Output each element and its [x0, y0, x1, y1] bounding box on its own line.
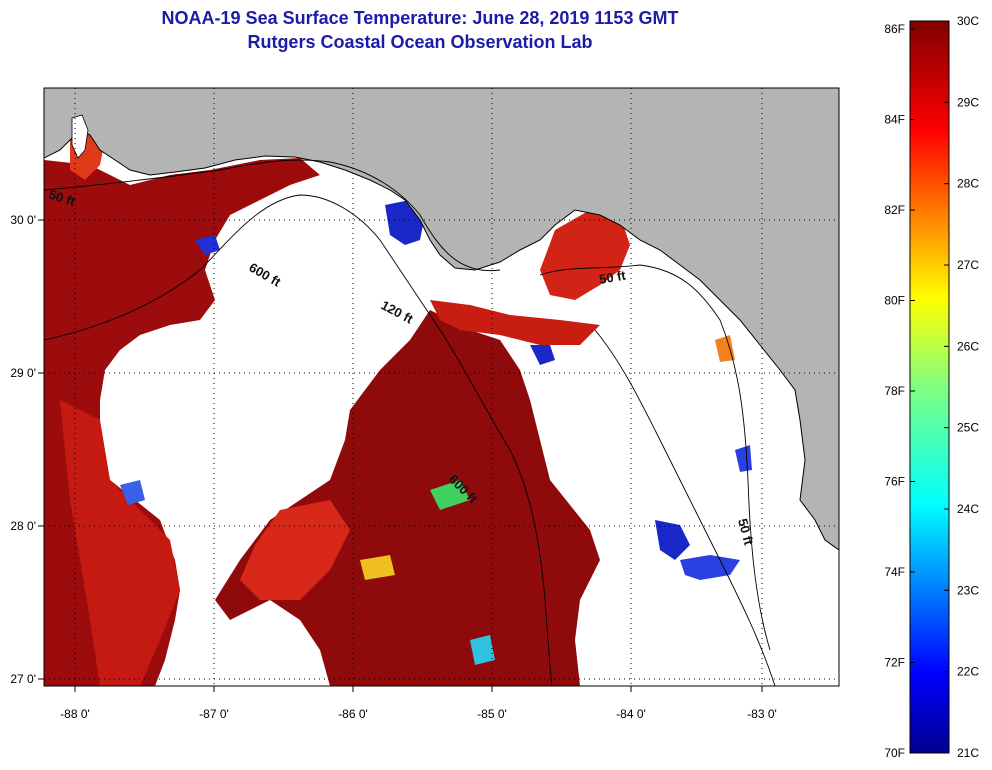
- land-mass: [44, 88, 839, 551]
- colorbar-label-c: 22C: [957, 665, 979, 679]
- lon-label-85: -85 0': [477, 707, 507, 721]
- colorbar-gradient: [909, 20, 950, 754]
- colorbar-label-f: 70F: [884, 746, 905, 760]
- lat-label-29: 29 0': [10, 366, 36, 380]
- colorbar-label-f: 80F: [884, 294, 905, 308]
- colorbar-label-f: 74F: [884, 565, 905, 579]
- lon-label-86: -86 0': [338, 707, 368, 721]
- colorbar-label-f: 78F: [884, 384, 905, 398]
- lat-label-28: 28 0': [10, 519, 36, 533]
- lon-label-84: -84 0': [616, 707, 646, 721]
- lat-label-27: 27 0': [10, 672, 36, 686]
- colorbar-label-c: 24C: [957, 502, 979, 516]
- colorbar-label-c: 26C: [957, 339, 979, 353]
- colorbar-label-f: 82F: [884, 203, 905, 217]
- colorbar-ticks: 86F 84F 82F 80F 78F 76F 74F 72F 70F 30C 29C 28C 27C 2…: [884, 14, 979, 760]
- contour-50ft-east: [539, 264, 771, 651]
- colorbar-label-c: 30C: [957, 14, 979, 28]
- lon-label-87: -87 0': [199, 707, 229, 721]
- lon-label-83: -83 0': [747, 707, 777, 721]
- sst-warm-regions: [44, 120, 630, 686]
- map-frame: [43, 87, 840, 687]
- colorbar-label-f: 86F: [884, 22, 905, 36]
- colorbar-label-c: 28C: [957, 177, 979, 191]
- sst-south-region: [215, 310, 600, 686]
- contour-50ft-west: [44, 159, 501, 272]
- sst-west-band: [60, 400, 180, 686]
- colorbar-label-c: 25C: [957, 421, 979, 435]
- contour-600ft-west: [44, 194, 553, 686]
- colorbar-label-c: 23C: [957, 583, 979, 597]
- colorbar-label-c: 27C: [957, 258, 979, 272]
- colorbar-label-f: 72F: [884, 656, 905, 670]
- colorbar-label-c: 21C: [957, 746, 979, 760]
- mobile-bay: [71, 114, 89, 159]
- colorbar-label-f: 84F: [884, 113, 905, 127]
- contour-label-50ft-east: 50 ft: [735, 517, 757, 547]
- map-title: NOAA-19 Sea Surface Temperature: June 28…: [161, 8, 679, 28]
- colorbar-label-f: 76F: [884, 475, 905, 489]
- lat-label-30: 30 0': [10, 213, 36, 227]
- map-subtitle: Rutgers Coastal Ocean Observation Lab: [247, 32, 593, 52]
- colorbar-label-c: 29C: [957, 95, 979, 109]
- sst-south-orange-patch: [240, 500, 350, 600]
- axis-ticks: [38, 219, 763, 692]
- sst-apalachicola-patch: [430, 300, 600, 345]
- contour-label-50ft-bigbend: 50 ft: [598, 267, 628, 287]
- depth-contours: [44, 159, 776, 686]
- sst-bigbend-patch: [540, 210, 630, 300]
- contour-shelf-east: [594, 329, 776, 686]
- lon-label-88: -88 0': [60, 707, 90, 721]
